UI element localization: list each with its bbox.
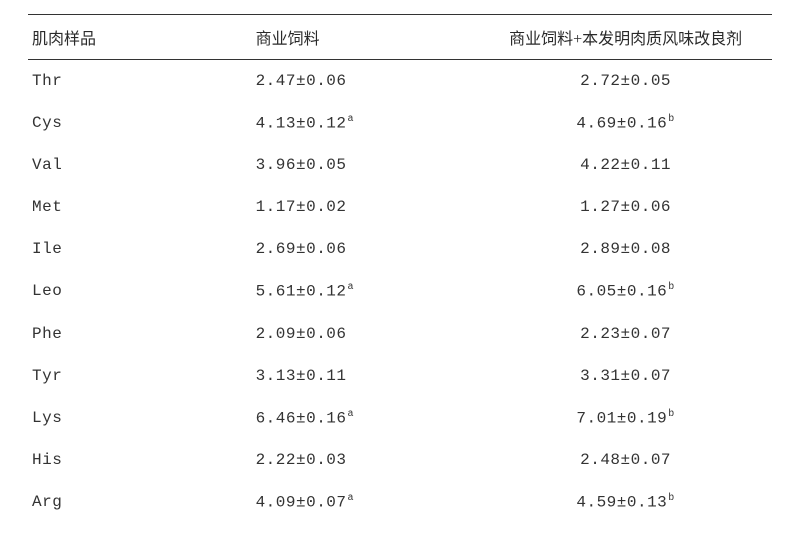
superscript-note: a [347, 493, 355, 504]
table-row: Arg4.09±0.07a4.59±0.13b [28, 481, 772, 523]
superscript-note: b [667, 409, 675, 420]
cell-commercial: 2.22±0.03 [252, 439, 476, 481]
superscript-note: b [667, 493, 675, 504]
cell-commercial: 3.13±0.11 [252, 355, 476, 397]
cell-sample: Met [28, 186, 252, 228]
cell-commercial: 2.69±0.06 [252, 228, 476, 270]
cell-commercial: 5.61±0.12a [252, 270, 476, 312]
cell-sample: Phe [28, 313, 252, 355]
table-row: Ile2.69±0.062.89±0.08 [28, 228, 772, 270]
header-commercial: 商业饲料 [252, 15, 476, 60]
cell-commercial: 3.96±0.05 [252, 144, 476, 186]
cell-improved: 3.31±0.07 [475, 355, 772, 397]
table-row: Val3.96±0.054.22±0.11 [28, 144, 772, 186]
cell-sample: Thr [28, 60, 252, 103]
cell-commercial: 1.17±0.02 [252, 186, 476, 228]
cell-sample: Lys [28, 397, 252, 439]
table-row: Lys6.46±0.16a7.01±0.19b [28, 397, 772, 439]
cell-improved: 2.89±0.08 [475, 228, 772, 270]
table-row: Leo5.61±0.12a6.05±0.16b [28, 270, 772, 312]
cell-sample: His [28, 439, 252, 481]
cell-sample: Val [28, 144, 252, 186]
cell-sample: Ile [28, 228, 252, 270]
table-body: Thr2.47±0.062.72±0.05Cys4.13±0.12a4.69±0… [28, 60, 772, 524]
superscript-note: a [347, 409, 355, 420]
table-row: His2.22±0.032.48±0.07 [28, 439, 772, 481]
cell-improved: 4.59±0.13b [475, 481, 772, 523]
cell-commercial: 4.09±0.07a [252, 481, 476, 523]
header-improved: 商业饲料+本发明肉质风味改良剂 [475, 15, 772, 60]
cell-improved: 7.01±0.19b [475, 397, 772, 439]
amino-acid-table: 肌肉样品 商业饲料 商业饲料+本发明肉质风味改良剂 Thr2.47±0.062.… [28, 14, 772, 523]
cell-improved: 1.27±0.06 [475, 186, 772, 228]
superscript-note: b [667, 282, 675, 293]
cell-sample: Leo [28, 270, 252, 312]
table-row: Met1.17±0.021.27±0.06 [28, 186, 772, 228]
cell-commercial: 4.13±0.12a [252, 102, 476, 144]
table-row: Cys4.13±0.12a4.69±0.16b [28, 102, 772, 144]
cell-commercial: 2.47±0.06 [252, 60, 476, 103]
cell-improved: 2.23±0.07 [475, 313, 772, 355]
superscript-note: a [347, 282, 355, 293]
superscript-note: b [667, 114, 675, 125]
cell-improved: 6.05±0.16b [475, 270, 772, 312]
table-header-row: 肌肉样品 商业饲料 商业饲料+本发明肉质风味改良剂 [28, 15, 772, 60]
table-row: Tyr3.13±0.113.31±0.07 [28, 355, 772, 397]
cell-commercial: 2.09±0.06 [252, 313, 476, 355]
cell-sample: Cys [28, 102, 252, 144]
superscript-note: a [347, 114, 355, 125]
cell-improved: 4.69±0.16b [475, 102, 772, 144]
cell-improved: 4.22±0.11 [475, 144, 772, 186]
cell-sample: Tyr [28, 355, 252, 397]
cell-sample: Arg [28, 481, 252, 523]
table-row: Phe2.09±0.062.23±0.07 [28, 313, 772, 355]
table-container: 肌肉样品 商业饲料 商业饲料+本发明肉质风味改良剂 Thr2.47±0.062.… [0, 0, 800, 531]
table-row: Thr2.47±0.062.72±0.05 [28, 60, 772, 103]
header-sample: 肌肉样品 [28, 15, 252, 60]
cell-improved: 2.48±0.07 [475, 439, 772, 481]
cell-commercial: 6.46±0.16a [252, 397, 476, 439]
cell-improved: 2.72±0.05 [475, 60, 772, 103]
